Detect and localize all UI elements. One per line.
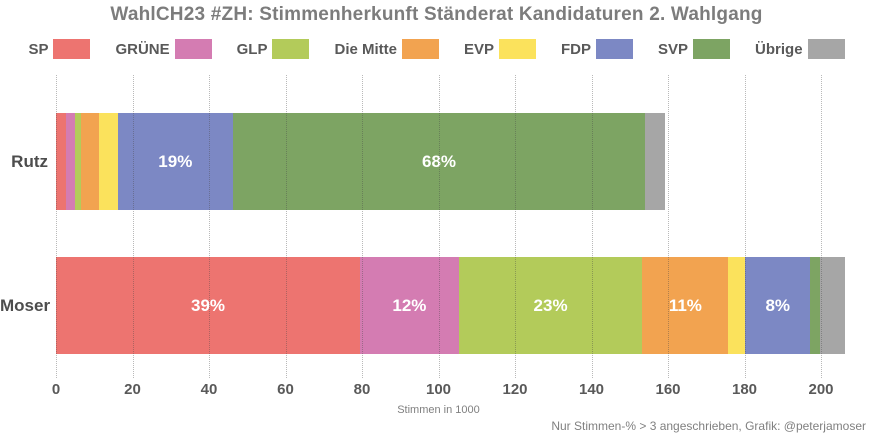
legend-swatch-sp	[53, 39, 91, 59]
legend-label: SP	[28, 40, 49, 58]
legend-item--brige: Übrige	[755, 39, 845, 59]
segment-rutz-evp	[99, 113, 118, 210]
x-tick-20: 20	[124, 381, 141, 398]
segment-moser-glp: 23%	[458, 257, 643, 354]
legend-item-svp: SVP	[658, 39, 731, 59]
segment-percentage-label: 11%	[668, 295, 702, 315]
x-axis-label: Stimmen in 1000	[397, 404, 480, 416]
segment-percentage-label: 8%	[765, 295, 791, 315]
legend-label: SVP	[658, 40, 689, 58]
legend-label: EVP	[464, 40, 495, 58]
x-tick-100: 100	[425, 381, 452, 398]
segment-moser-die-mitte: 11%	[642, 257, 729, 354]
x-tick-40: 40	[200, 381, 218, 398]
legend-swatch-evp	[499, 39, 537, 59]
segment-rutz-sp	[56, 113, 67, 210]
chart-caption: Nur Stimmen-% > 3 angeschrieben, Grafik:…	[551, 419, 866, 433]
x-tick-160: 160	[655, 381, 681, 398]
legend-label: Die Mitte	[334, 40, 397, 58]
segment-percentage-label: 39%	[191, 295, 226, 315]
x-tick-140: 140	[578, 381, 605, 398]
segment-moser-evp	[728, 257, 746, 354]
legend-item-evp: EVP	[464, 39, 537, 59]
legend-label: FDP	[561, 40, 592, 58]
segment-moser-svp	[810, 257, 821, 354]
segment-moser-gr-ne: 12%	[360, 257, 459, 354]
category-label-moser: Moser	[0, 295, 51, 315]
x-tick-120: 120	[502, 381, 528, 398]
segment-rutz-fdp: 19%	[117, 113, 233, 210]
category-label-rutz: Rutz	[11, 151, 48, 171]
x-tick-0: 0	[51, 381, 61, 398]
legend-swatch-glp	[272, 39, 310, 59]
segment-rutz-die-mitte	[80, 113, 100, 210]
legend-item-sp: SP	[28, 39, 91, 59]
x-tick-180: 180	[731, 381, 758, 398]
legend-label: GRÜNE	[115, 40, 170, 58]
legend: SP GRÜNE GLP Die Mitte EVP FDP SVP Übrige	[0, 37, 873, 61]
legend-label: GLP	[236, 40, 268, 58]
segment-percentage-label: 19%	[158, 151, 193, 171]
legend-swatch-gr-ne	[174, 39, 212, 59]
legend-item-die-mitte: Die Mitte	[334, 39, 439, 59]
x-tick-200: 200	[808, 381, 834, 398]
bar-moser: 39% 12% 23% 11% 8%	[56, 257, 846, 354]
legend-swatch--brige	[807, 39, 845, 59]
segment-moser--brige	[820, 257, 846, 354]
chart-title: WahlCH23 #ZH: Stimmenherkunft Ständerat …	[110, 4, 763, 25]
segment-percentage-label: 23%	[533, 295, 568, 315]
segment-rutz-svp: 68%	[232, 113, 646, 210]
legend-item-gr-ne: GRÜNE	[115, 39, 212, 59]
segment-moser-sp: 39%	[56, 257, 361, 354]
legend-swatch-svp	[693, 39, 731, 59]
segment-percentage-label: 68%	[422, 151, 457, 171]
bar-rutz: 19% 68%	[56, 113, 665, 210]
segment-percentage-label: 12%	[392, 295, 427, 315]
legend-label: Übrige	[755, 40, 803, 58]
legend-item-glp: GLP	[237, 39, 310, 59]
legend-swatch-fdp	[596, 39, 634, 59]
x-tick-60: 60	[277, 381, 294, 398]
x-tick-80: 80	[353, 381, 371, 398]
segment-rutz-gr-ne	[66, 113, 76, 210]
legend-swatch-die-mitte	[402, 39, 439, 59]
legend-item-fdp: FDP	[561, 39, 634, 59]
segment-rutz-glp	[75, 113, 81, 210]
segment-moser-fdp: 8%	[745, 257, 811, 354]
segment-rutz--brige	[645, 113, 665, 210]
